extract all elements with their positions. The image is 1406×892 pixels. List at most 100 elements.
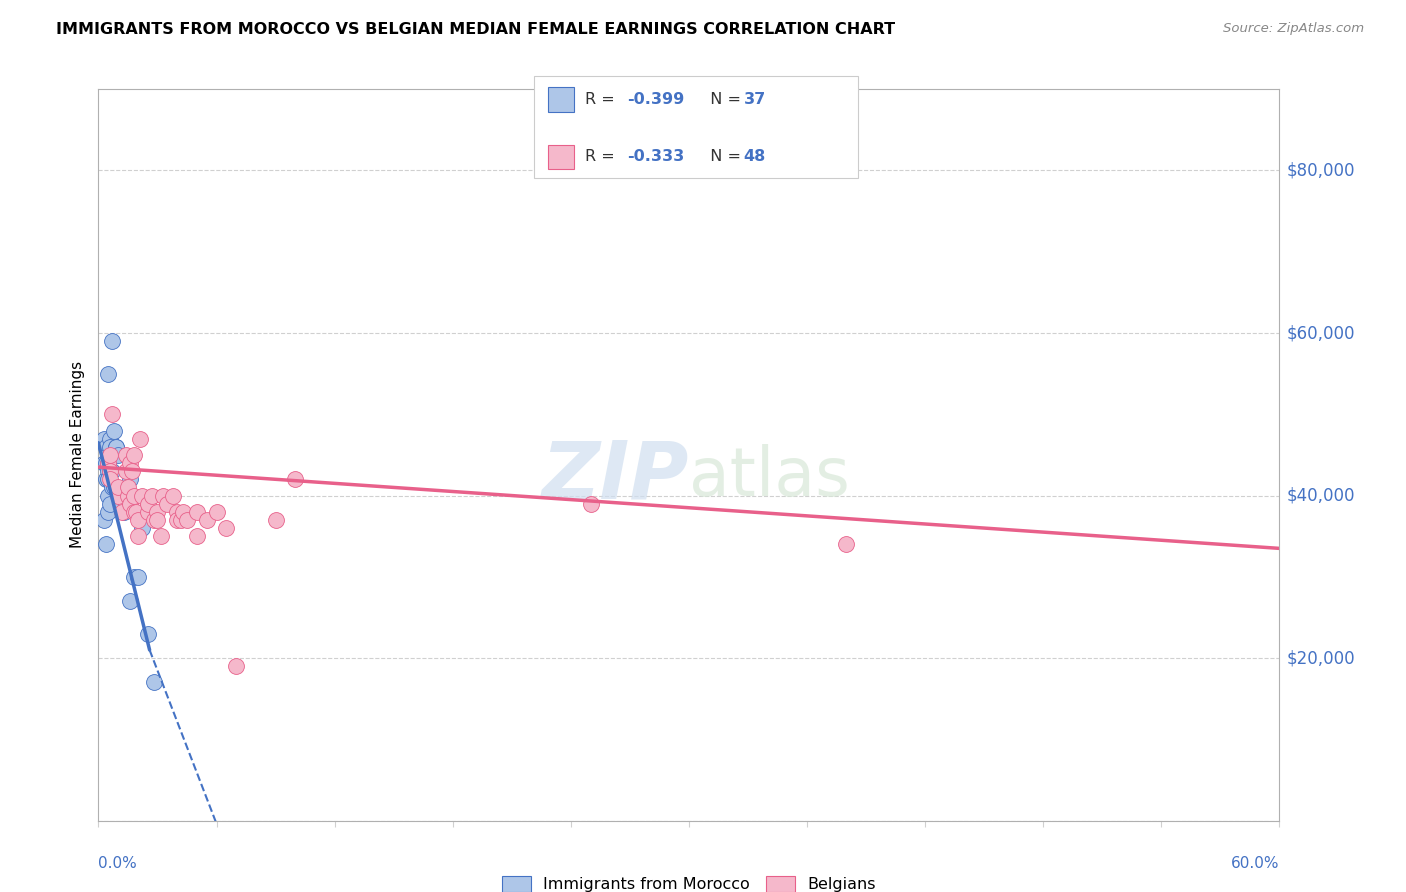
Text: ZIP: ZIP bbox=[541, 438, 689, 516]
Point bbox=[96, 537, 118, 551]
Point bbox=[152, 489, 174, 503]
Point bbox=[156, 497, 179, 511]
Point bbox=[215, 521, 238, 535]
Point bbox=[186, 505, 208, 519]
Point bbox=[225, 659, 247, 673]
Point bbox=[284, 472, 307, 486]
Point bbox=[118, 456, 141, 470]
Point bbox=[150, 529, 173, 543]
Point bbox=[142, 513, 165, 527]
Point bbox=[115, 464, 138, 478]
Point bbox=[166, 513, 188, 527]
Point bbox=[264, 513, 287, 527]
Point bbox=[98, 448, 121, 462]
Point bbox=[128, 432, 150, 446]
Point bbox=[131, 521, 153, 535]
Point bbox=[97, 456, 120, 470]
Text: 0.0%: 0.0% bbox=[98, 856, 138, 871]
Text: -0.399: -0.399 bbox=[627, 92, 685, 106]
Point bbox=[127, 529, 149, 543]
Point bbox=[118, 472, 141, 486]
Point bbox=[96, 456, 118, 470]
Point bbox=[98, 497, 121, 511]
Point bbox=[96, 440, 118, 454]
Point bbox=[98, 472, 121, 486]
Point bbox=[125, 505, 148, 519]
Point bbox=[176, 513, 198, 527]
Point bbox=[122, 489, 145, 503]
Point bbox=[122, 570, 145, 584]
Point bbox=[103, 480, 125, 494]
Point bbox=[117, 489, 139, 503]
Y-axis label: Median Female Earnings: Median Female Earnings bbox=[70, 361, 86, 549]
Point bbox=[97, 448, 120, 462]
Point bbox=[105, 440, 128, 454]
Point bbox=[98, 464, 121, 478]
Text: IMMIGRANTS FROM MOROCCO VS BELGIAN MEDIAN FEMALE EARNINGS CORRELATION CHART: IMMIGRANTS FROM MOROCCO VS BELGIAN MEDIA… bbox=[56, 22, 896, 37]
Point bbox=[127, 513, 149, 527]
Point bbox=[579, 497, 602, 511]
Point bbox=[131, 489, 153, 503]
Point bbox=[136, 626, 159, 640]
Point bbox=[835, 537, 858, 551]
Point bbox=[97, 489, 120, 503]
Point bbox=[97, 472, 120, 486]
Point bbox=[101, 407, 124, 421]
Point bbox=[103, 424, 125, 438]
Point bbox=[111, 505, 134, 519]
Text: atlas: atlas bbox=[689, 444, 849, 510]
Point bbox=[93, 432, 115, 446]
Text: R =: R = bbox=[585, 150, 620, 164]
Text: N =: N = bbox=[700, 92, 747, 106]
Point bbox=[136, 497, 159, 511]
Point bbox=[107, 489, 129, 503]
Point bbox=[115, 448, 138, 462]
Point bbox=[118, 594, 141, 608]
Point bbox=[141, 489, 163, 503]
Text: 37: 37 bbox=[744, 92, 766, 106]
Point bbox=[93, 456, 115, 470]
Point bbox=[112, 505, 135, 519]
Point bbox=[172, 505, 194, 519]
Text: R =: R = bbox=[585, 92, 620, 106]
Point bbox=[136, 505, 159, 519]
Point bbox=[127, 570, 149, 584]
Point bbox=[98, 448, 121, 462]
Point bbox=[186, 529, 208, 543]
Point bbox=[107, 480, 129, 494]
Point bbox=[97, 456, 120, 470]
Text: $20,000: $20,000 bbox=[1286, 649, 1355, 667]
Text: 60.0%: 60.0% bbox=[1232, 856, 1279, 871]
Point bbox=[132, 505, 155, 519]
Point bbox=[117, 480, 139, 494]
Point bbox=[98, 432, 121, 446]
Point bbox=[101, 334, 124, 348]
Point bbox=[146, 513, 169, 527]
Text: $60,000: $60,000 bbox=[1286, 324, 1355, 342]
Point bbox=[105, 440, 128, 454]
Point bbox=[98, 464, 121, 478]
Point bbox=[93, 513, 115, 527]
Point bbox=[121, 464, 143, 478]
Text: N =: N = bbox=[700, 150, 747, 164]
Text: Source: ZipAtlas.com: Source: ZipAtlas.com bbox=[1223, 22, 1364, 36]
Point bbox=[101, 480, 124, 494]
Point bbox=[97, 505, 120, 519]
Point bbox=[97, 464, 120, 478]
Point bbox=[162, 489, 184, 503]
Point bbox=[107, 448, 129, 462]
Point bbox=[142, 675, 165, 690]
Point bbox=[195, 513, 218, 527]
Text: $80,000: $80,000 bbox=[1286, 161, 1355, 179]
Text: -0.333: -0.333 bbox=[627, 150, 685, 164]
Point bbox=[122, 505, 145, 519]
Point bbox=[146, 505, 169, 519]
Point bbox=[166, 505, 188, 519]
Point bbox=[97, 367, 120, 381]
Point bbox=[98, 440, 121, 454]
Point bbox=[118, 497, 141, 511]
Point bbox=[96, 472, 118, 486]
Point bbox=[170, 513, 193, 527]
Point bbox=[136, 505, 159, 519]
Point bbox=[101, 464, 124, 478]
